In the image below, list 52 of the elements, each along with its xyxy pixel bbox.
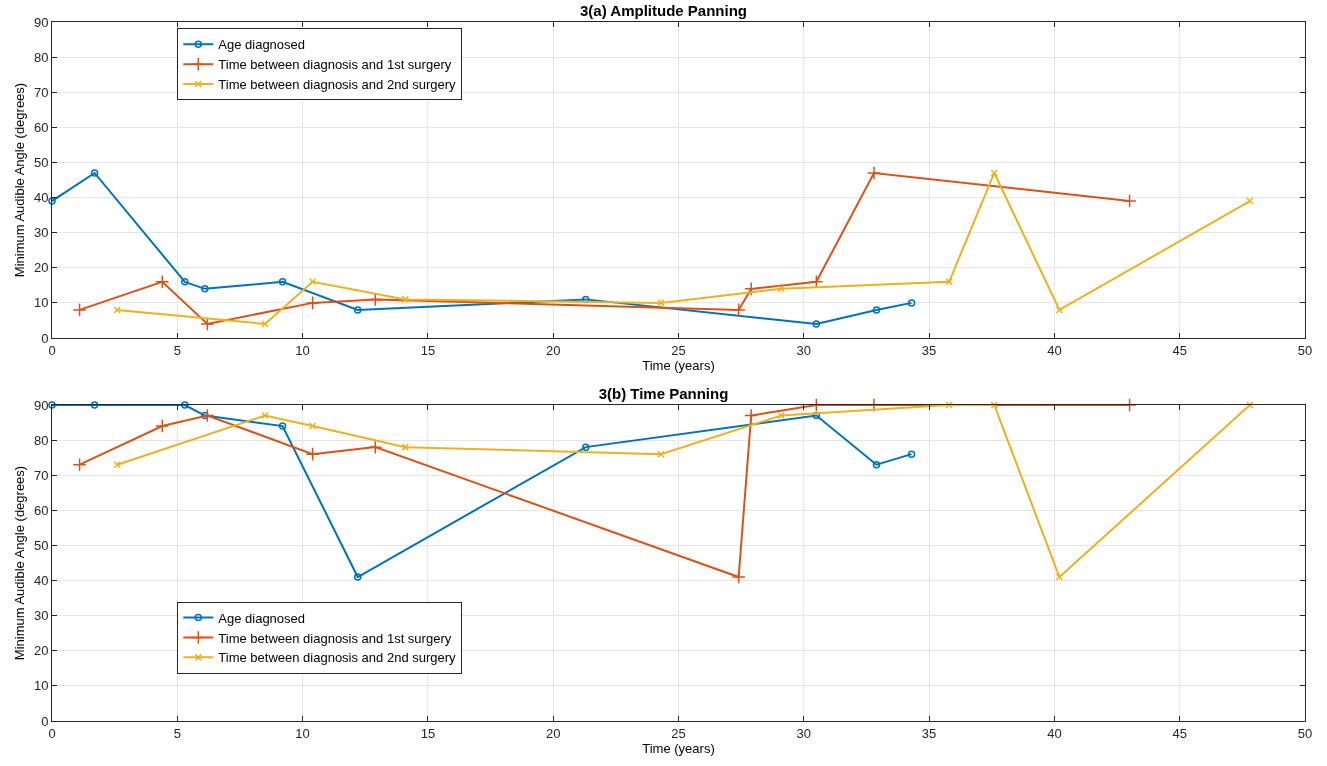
x-tick-label: 30 (796, 725, 812, 741)
x-tick-label: 35 (921, 342, 937, 358)
x-tick-label: 10 (295, 725, 310, 741)
x-tick-label: 40 (1047, 342, 1062, 358)
x-tick-label: 25 (671, 725, 686, 741)
y-tick-label: 0 (41, 330, 49, 346)
legend-label: Time between diagnosis and 1st surgery (218, 630, 452, 646)
x-axis-title: Time (years) (642, 357, 715, 373)
y-axis-title: Minimum Audible Angle (degrees) (11, 82, 27, 278)
y-tick-label: 70 (33, 467, 49, 483)
x-tick-label: 25 (671, 342, 686, 358)
y-tick-label: 20 (33, 260, 49, 276)
chart-title: 3(b) Time Panning (598, 385, 729, 403)
y-tick-label: 70 (33, 84, 49, 100)
y-tick-label: 90 (33, 397, 49, 413)
chart-title: 3(a) Amplitude Panning (580, 2, 747, 20)
y-tick-label: 40 (33, 573, 49, 589)
x-tick-label: 50 (1297, 342, 1313, 358)
y-tick-label: 20 (33, 643, 49, 659)
x-tick-label: 10 (295, 342, 310, 358)
x-tick-label: 15 (420, 342, 436, 358)
legend-label: Age diagnosed (218, 610, 306, 626)
y-tick-label: 10 (33, 295, 49, 311)
y-tick-label: 50 (33, 154, 49, 170)
y-tick-label: 40 (33, 190, 49, 206)
y-tick-label: 60 (33, 119, 49, 135)
y-tick-label: 60 (33, 502, 49, 518)
x-tick-label: 40 (1047, 725, 1062, 741)
legend-label: Time between diagnosis and 2nd surgery (218, 650, 457, 666)
x-tick-label: 20 (545, 342, 561, 358)
y-tick-label: 90 (33, 14, 49, 30)
legend-label: Time between diagnosis and 1st surgery (218, 57, 452, 73)
x-axis-title: Time (years) (642, 740, 715, 756)
x-tick-label: 45 (1172, 342, 1187, 358)
y-tick-label: 80 (33, 432, 49, 448)
y-tick-label: 30 (33, 608, 49, 624)
x-tick-label: 5 (173, 725, 181, 741)
x-tick-label: 30 (796, 342, 812, 358)
x-tick-label: 15 (420, 725, 436, 741)
x-tick-label: 35 (921, 725, 937, 741)
y-tick-label: 80 (33, 49, 49, 65)
x-tick-label: 45 (1172, 725, 1187, 741)
y-tick-label: 10 (33, 678, 49, 694)
x-tick-label: 5 (173, 342, 181, 358)
legend-label: Time between diagnosis and 2nd surgery (218, 77, 457, 93)
x-tick-label: 20 (545, 725, 561, 741)
legend-label: Age diagnosed (218, 37, 306, 53)
y-tick-label: 0 (41, 713, 49, 729)
y-tick-label: 30 (33, 225, 49, 241)
y-axis-title: Minimum Audible Angle (degrees) (11, 465, 27, 661)
y-tick-label: 50 (33, 537, 49, 553)
x-tick-label: 50 (1297, 725, 1313, 741)
